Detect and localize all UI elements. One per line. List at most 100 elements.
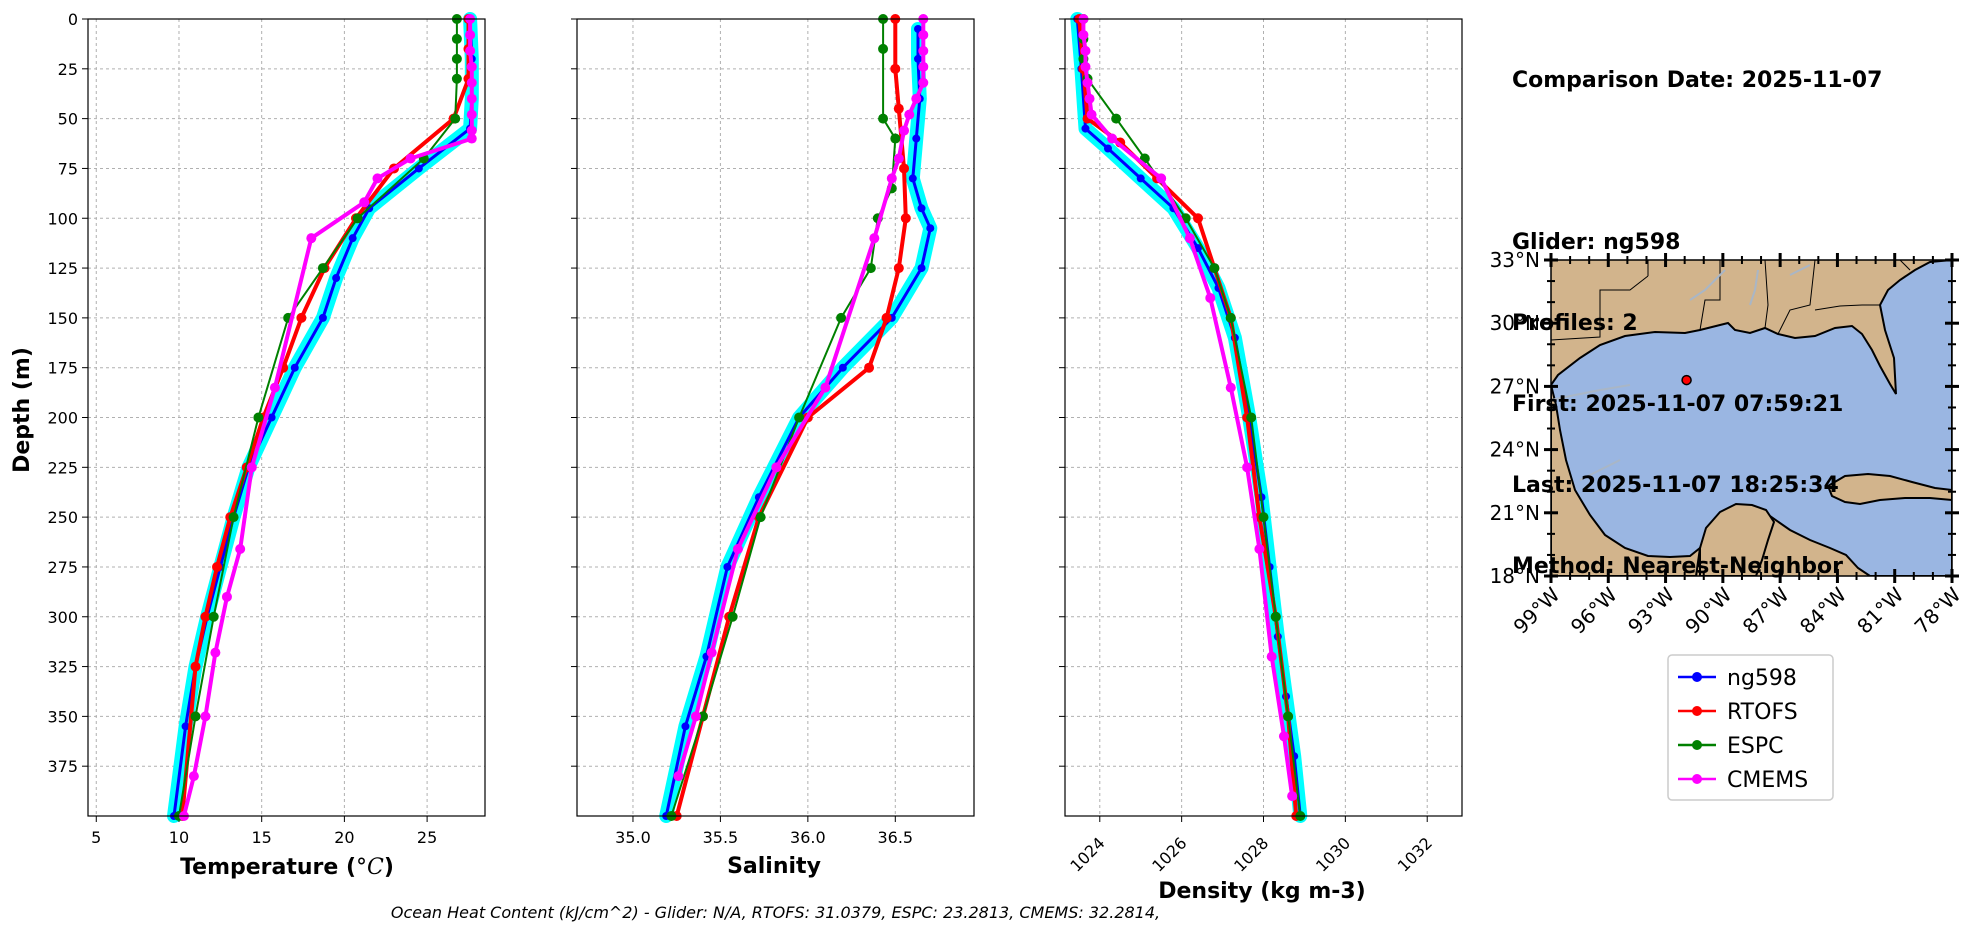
y-tick-label: 275	[47, 558, 78, 577]
y-tick-label: 75	[58, 159, 78, 178]
map-yucatan	[1699, 502, 1776, 576]
rtofs-point	[893, 103, 904, 114]
cmems-point	[911, 93, 922, 104]
cmems-point	[918, 45, 929, 56]
cmems-point	[771, 462, 782, 473]
cmems-point	[372, 173, 383, 184]
legend-marker	[1692, 706, 1702, 716]
ng598-point	[181, 722, 190, 731]
axes-frame	[87, 18, 486, 817]
temperature-axis-label: Temperature (°C)	[180, 855, 394, 880]
y-tick-label: 225	[47, 458, 78, 477]
cmems-point	[1225, 382, 1236, 393]
rtofs-point	[190, 661, 201, 672]
ng598-point	[908, 174, 917, 183]
glider-position-marker	[1681, 374, 1692, 386]
comparison-date: Comparison Date: 2025-11-07	[1512, 68, 1883, 93]
x-tick-label: 1026	[1148, 833, 1190, 875]
y-tick-label: 150	[47, 309, 78, 328]
legend-box	[1667, 654, 1834, 801]
axes-frame	[1064, 18, 1463, 817]
espc-point	[450, 113, 461, 124]
cmems-point	[405, 153, 416, 164]
cmems-point	[1107, 133, 1118, 144]
cmems-point	[466, 77, 477, 88]
comparison-info: Comparison Date: 2025-11-07 Glider: ng59…	[1512, 13, 1882, 607]
cmems-point	[1287, 791, 1298, 802]
rtofs-point	[899, 163, 910, 174]
x-tick-label: 1030	[1312, 833, 1354, 875]
cmems-point	[466, 93, 477, 104]
cmems-point	[306, 233, 317, 244]
espc-point	[836, 312, 847, 323]
cmems-point	[466, 125, 477, 136]
x-tick-label: 20	[334, 828, 354, 847]
espc-point	[755, 512, 766, 523]
espc-point	[1111, 113, 1122, 124]
ng598-point	[1081, 124, 1090, 133]
ng598-point	[1103, 144, 1112, 153]
rtofs-point	[296, 312, 307, 323]
cmems-point	[1086, 109, 1097, 120]
glider-name: Glider: ng598	[1512, 230, 1681, 255]
cmems-point	[466, 61, 477, 72]
latitude-label: 27°N	[1490, 374, 1540, 398]
espc-point	[727, 611, 738, 622]
legend-marker	[1692, 672, 1702, 682]
espc-point	[878, 113, 889, 124]
salinity-profile-axes: 35.0 35.5 36.0 36.5	[571, 14, 975, 847]
espc-point	[865, 263, 876, 274]
density-profile-axes: 1024 1026 1028 1030 1032	[1059, 12, 1463, 876]
cmems-point	[706, 647, 717, 658]
cmems-point	[1082, 77, 1093, 88]
cmems-point	[918, 61, 929, 72]
cmems-point	[210, 647, 221, 658]
ng598-line	[664, 29, 932, 817]
espc-point	[253, 412, 264, 423]
cmems-point	[466, 109, 477, 120]
ng598-point	[926, 224, 935, 233]
espc-point	[1209, 263, 1220, 274]
espc-point	[1270, 611, 1281, 622]
espc-point	[228, 512, 239, 523]
rtofs-point	[881, 312, 892, 323]
cmems-point	[918, 77, 929, 88]
x-tick-label: 36.0	[790, 828, 826, 847]
latitude-label: 21°N	[1490, 501, 1540, 525]
cmems-point	[820, 382, 831, 393]
footer-text: Ocean Heat Content (kJ/cm^2) - Glider: N…	[390, 903, 1161, 922]
ng598-point	[414, 164, 423, 173]
cmems-point	[918, 29, 929, 40]
rtofs-point	[900, 213, 911, 224]
cmems-point	[1080, 45, 1091, 56]
ng598-point	[1136, 174, 1145, 183]
espc-point	[890, 133, 901, 144]
x-tick-label: 1028	[1230, 833, 1272, 875]
y-tick-label: 100	[47, 209, 78, 228]
cmems-point	[732, 544, 743, 555]
latitude-label: 33°N	[1490, 248, 1540, 272]
cmems-point	[1242, 462, 1253, 473]
cmems-point	[465, 45, 476, 56]
cmems-point	[1205, 292, 1216, 303]
x-tick-label: 25	[417, 828, 437, 847]
y-tick-label: 50	[58, 110, 78, 129]
y-tick-label: 350	[47, 707, 78, 726]
espc-point	[697, 711, 708, 722]
ng598-point	[838, 363, 847, 372]
salinity-axis-label: Salinity	[727, 854, 821, 879]
rtofs-point	[893, 263, 904, 274]
legend-label-espc: ESPC	[1727, 734, 1784, 759]
ocean-heat-content-footer: Ocean Heat Content (kJ/cm^2) - Glider: N…	[0, 903, 1987, 922]
cmems-point	[1254, 544, 1265, 555]
x-tick-label: 1032	[1394, 833, 1436, 875]
first-profile-time: First: 2025-11-07 07:59:21	[1512, 392, 1844, 417]
cmems-point	[869, 233, 880, 244]
espc-point	[878, 43, 889, 54]
rtofs-point	[864, 362, 875, 373]
cmems-point	[221, 591, 232, 602]
ng598-point	[681, 722, 690, 731]
rtofs-point	[1193, 213, 1204, 224]
espc-point	[1246, 412, 1257, 423]
espc-point	[451, 53, 462, 64]
